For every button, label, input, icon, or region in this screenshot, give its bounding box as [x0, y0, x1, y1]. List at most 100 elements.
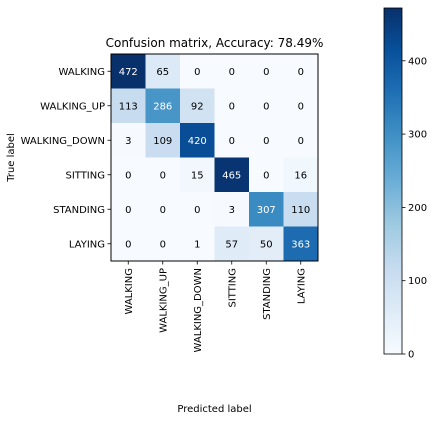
heatmap-cell — [214, 88, 250, 124]
cell-value-label: 420 — [188, 136, 207, 147]
heatmap-cell — [180, 123, 215, 158]
cell-value-label: 363 — [291, 239, 310, 250]
heatmap-cell — [283, 226, 319, 262]
cell-value-label: 0 — [194, 67, 200, 78]
heatmap-cell — [145, 226, 181, 262]
cell-value-label: 465 — [222, 170, 241, 181]
cell-value-label: 0 — [263, 136, 269, 147]
chart-title: Confusion matrix, Accuracy: 78.49% — [106, 36, 324, 50]
heatmap-cell — [145, 123, 181, 158]
cell-value-label: 0 — [194, 205, 200, 216]
heatmap-cell — [249, 157, 284, 193]
heatmap-cell — [180, 88, 215, 124]
heatmap-cell — [249, 123, 284, 158]
heatmap-cell — [214, 226, 250, 262]
x-tick-label: WALKING_UP — [158, 268, 169, 333]
colorbar-tick-label: 0 — [408, 350, 414, 361]
colorbar-tick-label: 400 — [408, 56, 427, 67]
x-axis-ticks: WALKING WALKING_UP WALKING_DOWN SITTING STAN… — [124, 261, 307, 352]
cell-value-label: 0 — [160, 205, 166, 216]
heatmap-cell-labels: 472 65 0 0 0 0 113 286 92 0 0 0 3 109 420 0 0 0 0 0 15 465 0 16… — [119, 67, 311, 251]
heatmap-cell — [283, 157, 319, 193]
heatmap-cell — [111, 157, 146, 193]
cell-value-label: 0 — [229, 67, 235, 78]
heatmap-cells — [111, 54, 319, 262]
heatmap-cell — [283, 123, 319, 158]
y-tick-label: STANDING — [53, 205, 105, 216]
cell-value-label: 65 — [156, 67, 169, 78]
y-tick-label: LAYING — [69, 239, 105, 250]
cell-value-label: 109 — [153, 136, 172, 147]
x-axis-label: Predicted label — [177, 404, 251, 415]
cell-value-label: 0 — [125, 170, 131, 181]
cell-value-label: 0 — [160, 239, 166, 250]
cell-value-label: 113 — [119, 101, 138, 112]
cell-value-label: 0 — [298, 101, 304, 112]
cell-value-label: 0 — [298, 67, 304, 78]
y-tick-label: WALKING_DOWN — [21, 136, 105, 147]
cell-value-label: 472 — [119, 67, 138, 78]
cell-value-label: 0 — [160, 170, 166, 181]
x-tick-label: STANDING — [262, 268, 273, 320]
cell-value-label: 16 — [294, 170, 307, 181]
colorbar-tick-label: 100 — [408, 276, 427, 287]
cell-value-label: 110 — [291, 205, 310, 216]
colorbar-ticks: 0 100 200 300 400 — [402, 56, 427, 361]
heatmap-cell — [283, 88, 319, 124]
heatmap-cell — [111, 54, 146, 89]
cell-value-label: 3 — [125, 136, 131, 147]
cell-value-label: 15 — [191, 170, 204, 181]
cell-value-label: 0 — [263, 67, 269, 78]
heatmap-cell — [249, 54, 284, 89]
x-tick-label: WALKING_DOWN — [193, 268, 204, 352]
cell-value-label: 0 — [125, 239, 131, 250]
y-tick-label: WALKING_UP — [40, 101, 105, 112]
cell-value-label: 0 — [298, 136, 304, 147]
heatmap-cell — [145, 192, 181, 227]
y-tick-label: WALKING — [59, 67, 106, 78]
heatmap-cell — [145, 88, 181, 124]
cell-value-label: 0 — [263, 170, 269, 181]
heatmap-cell — [145, 54, 181, 89]
cell-value-label: 50 — [260, 239, 273, 250]
cell-value-label: 0 — [229, 136, 235, 147]
heatmap-cell — [283, 54, 319, 89]
heatmap-cell — [145, 157, 181, 193]
heatmap-cell — [180, 192, 215, 227]
colorbar — [383, 7, 403, 355]
cell-value-label: 307 — [257, 205, 276, 216]
plot-frame — [110, 53, 319, 262]
heatmap-cell — [283, 192, 319, 227]
cell-value-label: 3 — [229, 205, 235, 216]
heatmap-cell — [249, 88, 284, 124]
x-tick-label: LAYING — [296, 268, 307, 304]
y-tick-label: SITTING — [65, 170, 105, 181]
cell-value-label: 1 — [194, 239, 200, 250]
y-axis-ticks: WALKING WALKING_UP WALKING_DOWN SITTING STAN… — [21, 67, 111, 250]
heatmap-cell — [214, 157, 250, 193]
heatmap-cell — [111, 226, 146, 262]
cell-value-label: 57 — [225, 239, 238, 250]
cell-value-label: 0 — [125, 205, 131, 216]
x-tick-label: SITTING — [227, 268, 238, 308]
heatmap-cell — [214, 192, 250, 227]
x-tick-label: WALKING — [124, 268, 135, 315]
heatmap-cell — [111, 192, 146, 227]
heatmap-cell — [214, 123, 250, 158]
heatmap-cell — [249, 192, 284, 227]
cell-value-label: 286 — [153, 101, 172, 112]
colorbar-tick-label: 300 — [408, 130, 427, 141]
heatmap-cell — [180, 157, 215, 193]
cell-value-label: 0 — [229, 101, 235, 112]
heatmap-cell — [249, 226, 284, 262]
cell-value-label: 92 — [191, 101, 204, 112]
heatmap-cell — [111, 88, 146, 124]
colorbar-tick-label: 200 — [408, 203, 427, 214]
heatmap-cell — [214, 54, 250, 89]
heatmap-cell — [180, 54, 215, 89]
heatmap-cell — [180, 226, 215, 262]
heatmap-cell — [111, 123, 146, 158]
cell-value-label: 0 — [263, 101, 269, 112]
y-axis-label: True label — [6, 133, 17, 183]
